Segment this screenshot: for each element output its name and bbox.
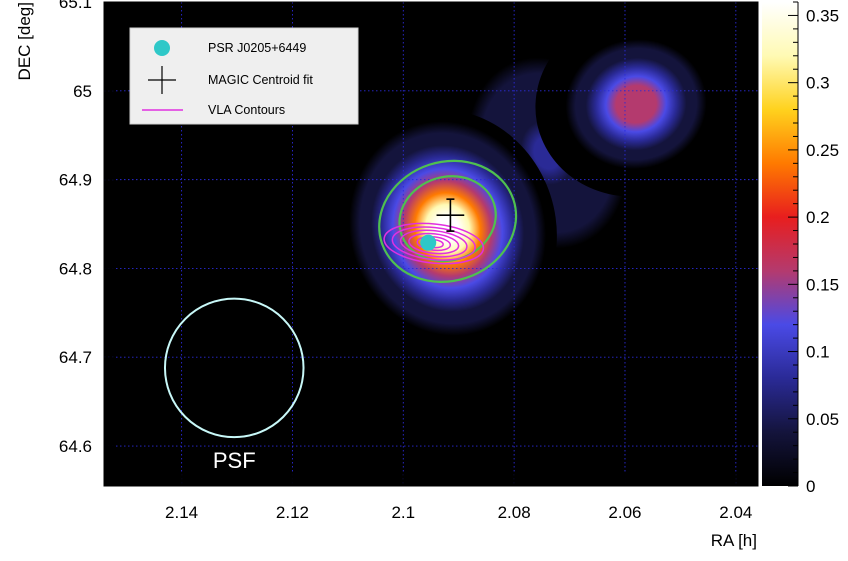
x-tick-label: 2.1 (391, 503, 415, 522)
vla-contour (391, 226, 476, 261)
psf-circle (163, 297, 305, 439)
legend: PSR J0205+6449 MAGIC Centroid fit VLA Cont… (129, 27, 359, 125)
x-tick-label: 2.08 (498, 503, 531, 522)
colorbar (762, 2, 798, 486)
colorbar-tick-label: 0.25 (806, 141, 839, 160)
y-axis-label: DEC [deg] (15, 2, 34, 80)
plot-area: PSF PSR J0205+6449 MAGIC Centroid fit VLA C… (104, 2, 758, 486)
vla-contour (383, 222, 485, 265)
colorbar-tick-label: 0.3 (806, 74, 830, 93)
y-tick-label: 65 (73, 82, 92, 101)
y-tick-label: 64.7 (59, 348, 92, 367)
pulsar-marker (420, 234, 437, 251)
colorbar-tick-label: 0.1 (806, 343, 830, 362)
colorbar-tick-label: 0.2 (806, 208, 830, 227)
vla-contour (399, 229, 468, 258)
colorbar-tick-label: 0.05 (806, 410, 839, 429)
y-tick-label: 64.6 (59, 437, 92, 456)
legend-box (129, 27, 359, 125)
plot-frame (103, 1, 759, 487)
green-contour (378, 159, 518, 283)
y-tick-label: 65.1 (59, 0, 92, 12)
y-tick-label: 64.9 (59, 171, 92, 190)
legend-label: VLA Contours (208, 103, 285, 117)
x-tick-label: 2.14 (165, 503, 198, 522)
colorbar-tick-label: 0.15 (806, 275, 839, 294)
vla-contour (416, 235, 452, 252)
psf-label: PSF (213, 448, 256, 473)
heat-source-blob (535, 11, 737, 197)
colorbar-tick-label: 0 (806, 477, 815, 496)
legend-label: MAGIC Centroid fit (208, 73, 313, 87)
x-tick-label: 2.12 (276, 503, 309, 522)
x-tick-label: 2.04 (719, 503, 752, 522)
legend-label: PSR J0205+6449 (208, 41, 306, 55)
colorbar-tick-label: 0.35 (806, 6, 839, 25)
vla-contour (408, 232, 460, 255)
y-tick-label: 64.8 (59, 259, 92, 278)
heat-source-blob (338, 109, 557, 348)
x-tick-label: 2.06 (608, 503, 641, 522)
x-axis-label: RA [h] (711, 531, 757, 550)
legend-pulsar-symbol (154, 40, 170, 56)
